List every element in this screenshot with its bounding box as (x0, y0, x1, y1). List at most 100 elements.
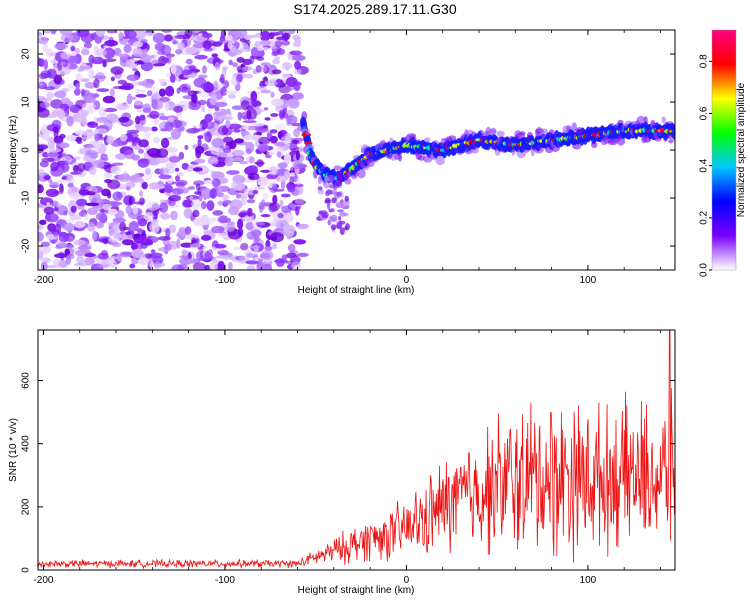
noise-blob (97, 252, 109, 260)
noise-blob (245, 221, 255, 231)
noise-blob (107, 179, 121, 190)
noise-blob (77, 68, 83, 72)
noise-blob (219, 77, 225, 83)
noise-blob (118, 32, 125, 41)
noise-blob (58, 231, 70, 243)
ridge-tail-blob (344, 173, 349, 181)
noise-blob (296, 186, 304, 195)
noise-blob (102, 95, 116, 104)
noise-blob (260, 62, 271, 66)
ridge-tail-blob (327, 219, 332, 226)
noise-blob (235, 194, 242, 199)
noise-blob (76, 254, 85, 265)
noise-blob (120, 233, 133, 241)
ridge-tail-blob (317, 186, 323, 191)
noise-blob (138, 81, 147, 86)
noise-blob (108, 208, 118, 216)
noise-blob (93, 57, 99, 62)
noise-blob (47, 223, 57, 232)
noise-blob (136, 228, 143, 233)
noise-blob (150, 249, 156, 254)
noise-blob (115, 153, 127, 160)
noise-blob (169, 210, 178, 221)
noise-blob (140, 115, 146, 125)
noise-blob (151, 98, 158, 109)
noise-blob (217, 125, 229, 136)
ridge-tail-blob (334, 180, 341, 186)
noise-blob (203, 121, 215, 129)
noise-blob (92, 230, 98, 241)
noise-blob (102, 60, 107, 68)
noise-blob (96, 48, 107, 57)
snr-x-tick-label: -100 (215, 575, 235, 586)
noise-blob (268, 221, 281, 227)
snr-x-label: Height of straight line (km) (298, 585, 415, 596)
noise-blob (247, 207, 253, 217)
ridge-halo (519, 131, 526, 136)
noise-blob (194, 191, 202, 195)
noise-blob (134, 99, 142, 106)
noise-blob (87, 122, 95, 126)
noise-blob (43, 175, 51, 181)
noise-blob (91, 160, 105, 169)
noise-blob (66, 134, 77, 142)
noise-blob (95, 212, 107, 221)
noise-blob (125, 231, 131, 236)
ridge-tail-blob (337, 209, 344, 213)
noise-blob (287, 243, 296, 253)
noise-blob (277, 162, 288, 169)
noise-blob (275, 258, 285, 267)
noise-blob (103, 58, 117, 62)
noise-blob (277, 212, 284, 219)
noise-blob (278, 109, 286, 119)
ridge-tail-blob (324, 197, 331, 203)
noise-blob (219, 215, 228, 221)
ridge-tail-blob (342, 199, 351, 207)
colorbar-label: Normalized spectral amplitude (736, 82, 747, 217)
noise-blob (284, 132, 291, 143)
noise-blob (133, 233, 140, 238)
noise-blob (277, 131, 283, 139)
noise-blob (213, 80, 218, 91)
ridge-tail-blob (345, 223, 350, 231)
noise-blob (76, 198, 88, 207)
noise-blob (38, 168, 45, 177)
ridge-tail-blob (319, 210, 328, 215)
noise-blob (220, 86, 228, 96)
noise-blob (254, 186, 265, 190)
noise-blob (76, 30, 90, 38)
noise-blob (223, 136, 234, 144)
noise-blob (281, 254, 288, 260)
noise-blob (246, 125, 259, 131)
noise-blob (75, 82, 81, 90)
noise-blob (245, 260, 260, 265)
noise-blob (54, 42, 69, 50)
spectrogram-y-label: Frequency (Hz) (8, 116, 19, 185)
spectrogram-noise-field (38, 30, 309, 270)
noise-blob (195, 146, 205, 155)
noise-blob (43, 206, 55, 215)
ridge-halo (539, 128, 548, 134)
ridge-tail-blob (328, 184, 335, 189)
snr-y-ticks: 0 200 400 600 (21, 372, 675, 573)
snr-series-line (38, 330, 675, 570)
noise-blob (214, 106, 220, 112)
noise-blob (280, 193, 291, 198)
noise-blob (152, 32, 166, 44)
noise-blob (50, 99, 64, 109)
noise-blob (158, 202, 169, 213)
noise-blob (200, 201, 207, 210)
noise-blob (96, 117, 109, 123)
noise-blob (293, 81, 301, 92)
noise-blob (143, 107, 152, 114)
noise-blob (262, 125, 268, 129)
noise-blob (211, 53, 219, 58)
spectrogram-y-tick-label: 20 (21, 48, 32, 60)
ridge-tail-blob (339, 212, 347, 217)
noise-blob (141, 181, 148, 190)
noise-blob (271, 51, 279, 57)
noise-blob (60, 32, 74, 43)
noise-blob (38, 82, 44, 87)
noise-blob (187, 186, 196, 190)
